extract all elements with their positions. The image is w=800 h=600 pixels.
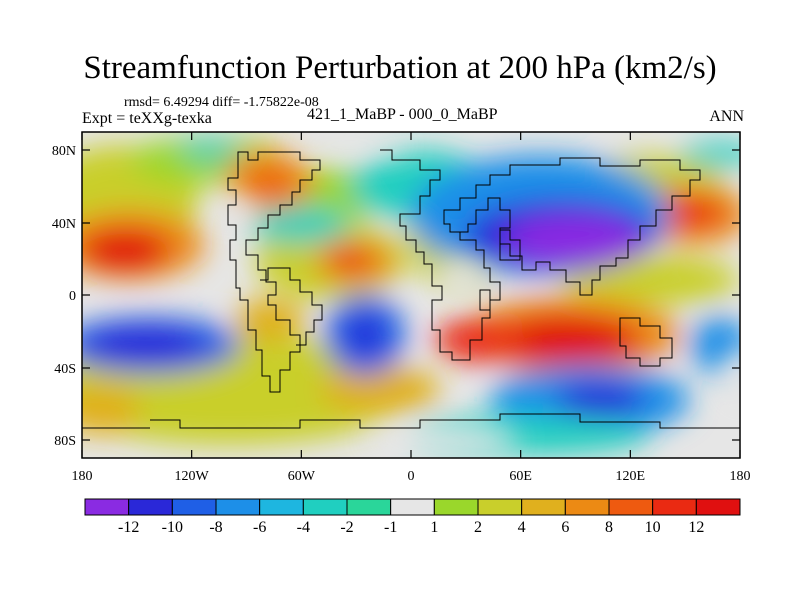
colorbar-swatch	[215, 498, 261, 516]
colorbar-swatch	[302, 498, 348, 516]
colorbar-label: -2	[340, 519, 353, 536]
y-tick-label: 80S	[54, 434, 76, 449]
x-tick-label: 60E	[509, 469, 532, 484]
colorbar-label: 10	[645, 519, 661, 536]
colorbar-swatch	[346, 498, 392, 516]
x-tick-label: 180	[730, 469, 751, 484]
y-tick-label: 40S	[54, 362, 76, 377]
colorbar-swatch	[84, 498, 130, 516]
colorbar-label: -1	[384, 519, 397, 536]
x-tick-label: 0	[408, 469, 415, 484]
experiment-label: Expt = teXXg-texka	[82, 110, 212, 127]
y-tick-label: 40N	[52, 217, 76, 232]
colorbar-swatch	[521, 498, 566, 516]
plot-title: Streamfunction Perturbation at 200 hPa (…	[83, 50, 717, 86]
colorbar-swatch	[433, 498, 479, 516]
y-tick-label: 0	[69, 289, 76, 304]
colorbar-swatch	[652, 498, 697, 516]
colorbar-label: 2	[474, 519, 482, 536]
coastlines	[82, 149, 740, 429]
colorbar-label: -4	[297, 519, 310, 536]
x-tick-label: 120W	[175, 469, 210, 484]
colorbar-swatch	[564, 498, 610, 516]
colorbar: -12 -10 -8 -6 -4 -2 -1 1 2 4 6 8 10 12	[84, 498, 741, 536]
contour-field	[82, 132, 740, 458]
season-label: ANN	[709, 108, 744, 125]
colorbar-label: -12	[118, 519, 139, 536]
x-tick-label: 120E	[616, 469, 646, 484]
x-axis: 180 120W 60W 0 60E 120E 180	[72, 132, 751, 484]
colorbar-swatch	[128, 498, 173, 516]
colorbar-label: -6	[253, 519, 266, 536]
y-axis: 80N 40N 0 40S 80S	[52, 144, 740, 449]
colorbar-label: 8	[605, 519, 613, 536]
colorbar-label: -10	[162, 519, 183, 536]
colorbar-label: 4	[518, 519, 526, 536]
colorbar-swatch	[390, 498, 435, 516]
colorbar-label: 6	[561, 519, 569, 536]
colorbar-swatch	[259, 498, 304, 516]
stats-line: rmsd= 6.49294 diff= -1.75822e-08	[124, 95, 319, 110]
colorbar-swatch	[608, 498, 654, 516]
colorbar-label: 1	[430, 519, 438, 536]
colorbar-label: 12	[688, 519, 704, 536]
experiment-name: 421_1_MaBP - 000_0_MaBP	[307, 106, 498, 123]
y-tick-label: 80N	[52, 144, 76, 159]
colorbar-swatch	[695, 498, 741, 516]
x-tick-label: 60W	[288, 469, 316, 484]
colorbar-swatch	[477, 498, 523, 516]
x-tick-label: 180	[72, 469, 93, 484]
colorbar-swatch	[171, 498, 217, 516]
colorbar-label: -8	[209, 519, 222, 536]
